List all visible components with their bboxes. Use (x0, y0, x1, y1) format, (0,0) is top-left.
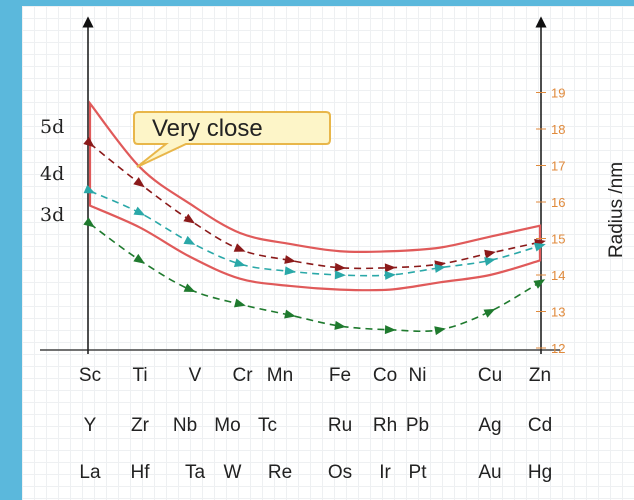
element-Hg: Hg (528, 462, 552, 483)
element-Zr: Zr (131, 415, 150, 436)
element-Cr: Cr (232, 365, 253, 386)
series-line-5d (89, 142, 541, 270)
point-4d (533, 242, 546, 252)
point-4d (83, 184, 96, 194)
very-close-band (88, 100, 542, 292)
element-Cu: Cu (478, 365, 502, 386)
shell-labels: 5d 4d 3d (40, 116, 64, 226)
element-Ti: Ti (132, 365, 147, 386)
series-line-3d (89, 223, 541, 333)
right-tick-label: 17 (551, 159, 565, 174)
element-rows: Sc Ti V Cr Mn Fe Co Ni Cu Zn Y Zr Nb Mo Tc Ru Rh Pb Ag Cd La… (79, 365, 552, 483)
element-Nb: Nb (173, 415, 197, 436)
element-W: W (224, 462, 242, 483)
point-5d (133, 177, 145, 188)
point-5d (334, 262, 346, 272)
series-layer (83, 136, 546, 336)
element-Re: Re (268, 462, 292, 483)
point-4d (484, 257, 496, 266)
point-3d (384, 325, 396, 335)
element-Y: Y (84, 415, 97, 436)
right-tick-label: 13 (551, 305, 565, 320)
element-Ni: Ni (409, 365, 427, 386)
point-5d (233, 243, 246, 252)
right-tick-label: 19 (551, 86, 565, 101)
point-4d (384, 270, 396, 280)
series-line-4d (89, 190, 541, 277)
point-4d (284, 266, 296, 276)
point-3d (533, 279, 546, 289)
shell-label-5d: 5d (40, 116, 64, 138)
point-4d (434, 263, 446, 273)
element-Pb: Pb (406, 415, 429, 436)
right-tick-label: 18 (551, 122, 565, 137)
element-Ru: Ru (328, 415, 352, 436)
element-Fe: Fe (329, 365, 351, 386)
right-axis-ticks: 12 13 14 15 16 17 18 19 (536, 86, 565, 356)
element-La: La (79, 462, 101, 483)
point-5d (484, 249, 496, 259)
right-tick-label: 15 (551, 232, 565, 247)
right-tick-label: 14 (551, 268, 565, 283)
element-Rh: Rh (373, 415, 397, 436)
element-Ta: Ta (185, 462, 206, 483)
element-Mn: Mn (267, 365, 293, 386)
point-3d (183, 283, 196, 293)
element-Mo: Mo (214, 415, 240, 436)
element-Zn: Zn (529, 365, 551, 386)
right-tick-label: 12 (551, 341, 565, 356)
element-Tc: Tc (258, 415, 277, 436)
element-Au: Au (478, 462, 501, 483)
point-5d (284, 255, 296, 264)
point-4d (233, 258, 246, 267)
shell-label-4d: 4d (40, 163, 64, 185)
point-3d (83, 217, 95, 228)
shell-label-3d: 3d (40, 204, 64, 226)
point-3d (284, 309, 296, 319)
point-3d (334, 320, 346, 330)
right-axis-title: Radius /nm (606, 162, 627, 258)
chart-panel (22, 6, 634, 500)
band-outline (88, 100, 542, 292)
element-Cd: Cd (528, 415, 552, 436)
element-Ir: Ir (379, 462, 391, 483)
element-V: V (189, 365, 202, 386)
element-Os: Os (328, 462, 352, 483)
callout-bubble (133, 111, 331, 168)
element-Co: Co (373, 365, 397, 386)
point-4d (334, 270, 346, 280)
element-Ag: Ag (478, 415, 501, 436)
very-close-callout: Very close (133, 111, 331, 168)
point-3d (133, 253, 146, 264)
point-5d (183, 213, 196, 224)
point-3d (483, 308, 496, 318)
element-Pt: Pt (409, 462, 428, 483)
point-3d (234, 298, 246, 308)
point-4d (183, 235, 196, 245)
point-4d (133, 206, 146, 216)
point-3d (434, 326, 446, 336)
element-Sc: Sc (79, 365, 101, 386)
point-5d (384, 263, 396, 273)
element-Hf: Hf (131, 462, 151, 483)
right-tick-label: 16 (551, 195, 565, 210)
chart-axes (40, 16, 560, 354)
point-5d (83, 136, 95, 148)
callout-text: Very close (152, 115, 263, 142)
